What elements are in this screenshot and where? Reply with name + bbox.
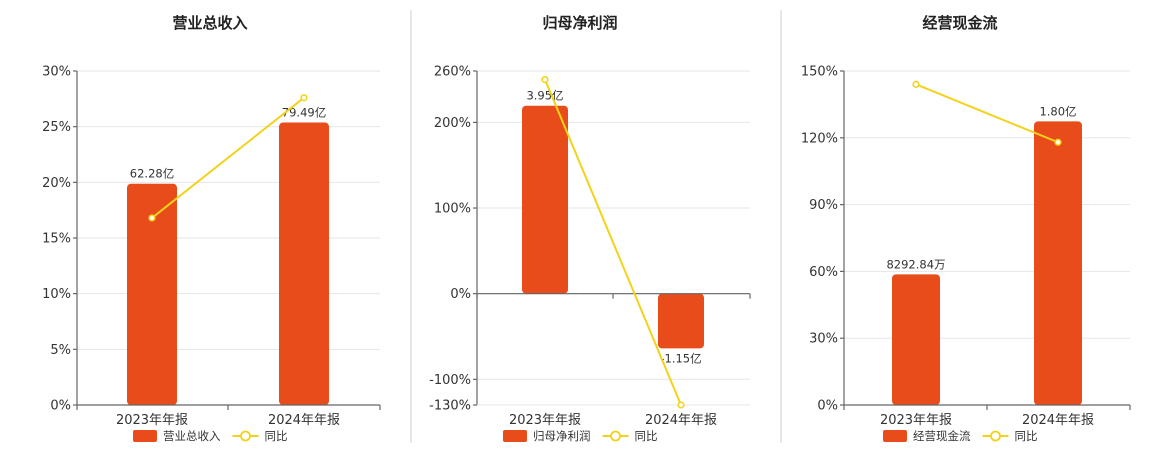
y-tick-label: -130% xyxy=(429,399,471,414)
bar-1[interactable] xyxy=(892,274,940,405)
y-tick-label: 15% xyxy=(42,232,71,247)
x-category-label: 2024年年报 xyxy=(268,413,340,428)
y-tick-label: 0% xyxy=(50,399,71,414)
y-tick-label: 5% xyxy=(50,343,71,358)
yoy-point-1[interactable] xyxy=(912,80,920,88)
legend-bar-label: 营业总收入 xyxy=(163,429,221,443)
y-tick-label: 0% xyxy=(817,399,838,414)
bar-1[interactable] xyxy=(522,105,568,294)
y-tick-label: 20% xyxy=(42,176,71,191)
bar-value-label: 79.49亿 xyxy=(282,106,326,120)
yoy-point-2[interactable] xyxy=(677,401,685,409)
chart-title-1: 营业总收入 xyxy=(172,14,247,32)
y-tick-label: 60% xyxy=(809,265,838,280)
legend-line-label: 同比 xyxy=(1015,429,1038,443)
x-category-label: 2023年年报 xyxy=(880,413,952,428)
bar-1[interactable] xyxy=(127,183,177,405)
y-tick-label: 0% xyxy=(450,287,471,302)
chart-title-2: 归母净利润 xyxy=(542,14,617,32)
y-tick-label: 150% xyxy=(801,65,838,80)
legend-bar-label: 经营现金流 xyxy=(913,429,971,443)
bar-value-label: -1.15亿 xyxy=(660,351,701,365)
y-tick-label: 100% xyxy=(434,202,471,217)
y-tick-label: 90% xyxy=(809,198,838,213)
yoy-point-2[interactable] xyxy=(1054,138,1062,146)
yoy-line xyxy=(544,79,682,406)
bar-value-label: 62.28亿 xyxy=(130,167,174,181)
bar-2[interactable] xyxy=(1034,121,1082,405)
yoy-point-1[interactable] xyxy=(148,214,156,222)
bar-value-label: 8292.84万 xyxy=(886,257,945,271)
x-category-label: 2023年年报 xyxy=(509,413,581,428)
y-tick-label: 25% xyxy=(42,120,71,135)
yoy-point-2[interactable] xyxy=(300,94,308,102)
legend-line-marker xyxy=(240,430,251,442)
yoy-line xyxy=(915,83,1059,144)
y-tick-label: -100% xyxy=(429,373,471,388)
y-tick-label: 10% xyxy=(42,287,71,302)
chart-title-3: 经营现金流 xyxy=(922,14,997,32)
legend-line-marker xyxy=(990,430,1001,442)
legend-bar-swatch xyxy=(133,430,157,442)
legend-bar-swatch xyxy=(883,430,907,442)
bar-value-label: 1.80亿 xyxy=(1039,104,1076,118)
legend-line-label: 同比 xyxy=(265,429,288,443)
y-tick-label: 260% xyxy=(434,65,471,80)
x-category-label: 2024年年报 xyxy=(1022,413,1094,428)
yoy-point-1[interactable] xyxy=(541,75,549,84)
legend-line-marker xyxy=(610,430,621,442)
y-tick-label: 30% xyxy=(809,332,838,347)
y-tick-label: 120% xyxy=(801,131,838,146)
bar-value-label: 3.95亿 xyxy=(526,89,563,103)
legend-bar-swatch xyxy=(503,430,527,442)
y-tick-label: 200% xyxy=(434,116,471,131)
yoy-line xyxy=(151,96,305,219)
legend-bar-label: 归母净利润 xyxy=(533,429,591,443)
bar-2[interactable] xyxy=(279,122,329,405)
bar-2[interactable] xyxy=(658,293,704,349)
legend-line-label: 同比 xyxy=(635,429,658,443)
x-category-label: 2024年年报 xyxy=(645,413,717,428)
y-tick-label: 30% xyxy=(42,65,71,80)
x-category-label: 2023年年报 xyxy=(116,413,188,428)
